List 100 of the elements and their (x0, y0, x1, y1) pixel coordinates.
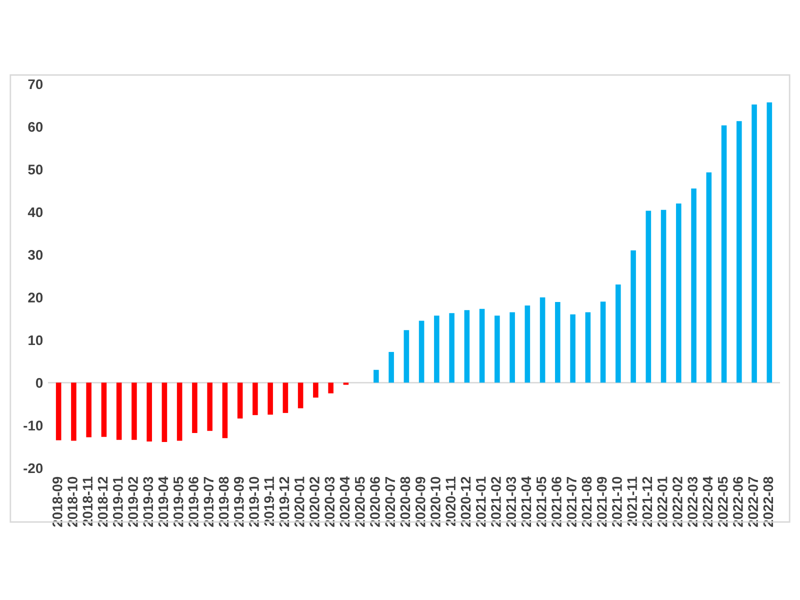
y-tick-label: -10 (24, 420, 43, 431)
bar (766, 102, 772, 383)
bar (752, 104, 757, 383)
bar (676, 203, 682, 383)
x-tick-label: 2019-10 (249, 476, 259, 527)
bar (116, 382, 122, 440)
y-tick-label: 0 (36, 378, 43, 388)
y-tick-label: 60 (28, 122, 43, 132)
x-tick-label: 2019-07 (204, 476, 214, 527)
x-tick-label: 2020-10 (430, 476, 440, 527)
x-tick-label: 2022-06 (733, 476, 743, 527)
x-tick-label: 2019-01 (112, 476, 123, 527)
bar (479, 308, 485, 383)
bar (570, 314, 576, 383)
x-tick-label: 2019-12 (279, 476, 290, 527)
bar (646, 210, 652, 383)
x-tick-label: 2018-12 (98, 476, 108, 527)
x-tick-label: 2021-03 (506, 476, 516, 527)
x-tick-label: 2020-02 (310, 476, 320, 527)
x-tick-label: 2022-08 (763, 476, 774, 527)
x-tick-label: 2020-05 (354, 476, 365, 527)
x-tick-label: 2019-04 (158, 476, 168, 527)
bar (374, 370, 379, 383)
x-tick-label: 2020-11 (446, 476, 456, 526)
x-tick-label: 2021-05 (536, 476, 546, 527)
y-tick-label: -20 (24, 463, 43, 474)
bar (237, 382, 243, 419)
bar (146, 382, 152, 442)
x-tick-label: 2021-02 (491, 476, 501, 527)
bar (222, 382, 228, 438)
bar (101, 382, 107, 437)
x-tick-label: 2020-04 (340, 476, 350, 527)
x-tick-label: 2019-05 (173, 476, 184, 527)
y-tick-label: 10 (28, 335, 43, 346)
bar (71, 382, 76, 441)
bar (282, 382, 288, 413)
bar (721, 125, 727, 383)
bar (56, 382, 62, 440)
x-tick-label: 2021-08 (582, 476, 592, 527)
bar (449, 313, 454, 383)
bar (86, 382, 92, 438)
x-tick-label: 2021-06 (552, 476, 562, 527)
x-tick-label: 2020-06 (370, 476, 380, 527)
x-tick-label: 2018-09 (52, 476, 62, 527)
bar (418, 320, 424, 383)
bar (298, 382, 304, 408)
bar (524, 305, 530, 383)
bar (176, 382, 182, 441)
bar (555, 302, 560, 383)
bar (252, 382, 258, 416)
bar (404, 330, 410, 383)
bar (388, 352, 394, 383)
x-tick-label: 2018-11 (82, 476, 93, 526)
bar (434, 316, 440, 383)
x-tick-label: 2019-06 (188, 476, 198, 527)
bar (600, 302, 606, 383)
x-tick-label: 2020-08 (400, 476, 410, 527)
x-tick-label: 2022-02 (672, 476, 682, 527)
y-tick-label: 50 (28, 164, 43, 175)
x-tick-label: 2020-07 (385, 476, 396, 527)
bar (313, 382, 318, 398)
bar (494, 316, 500, 383)
x-tick-label: 2021-10 (612, 476, 622, 527)
x-tick-label: 2019-09 (234, 476, 244, 527)
x-tick-label: 2021-01 (476, 476, 486, 527)
bar (464, 310, 470, 383)
x-tick-label: 2022-03 (688, 476, 698, 527)
x-tick-label: 2019-03 (143, 476, 154, 527)
x-tick-label: 2021-07 (566, 476, 577, 527)
x-tick-label: 2019-11 (264, 476, 274, 526)
x-tick-label: 2021-11 (627, 476, 638, 526)
x-tick-label: 2022-01 (657, 476, 668, 527)
x-tick-label: 2020-01 (294, 476, 304, 527)
bar (268, 382, 273, 415)
bar (691, 188, 696, 383)
bar (162, 382, 168, 442)
y-tick-label: 70 (28, 79, 43, 90)
bar (630, 250, 636, 383)
bar (192, 382, 198, 434)
bar (510, 312, 515, 383)
y-tick-label: 40 (28, 207, 43, 218)
bar (207, 382, 212, 431)
x-tick-label: 2022-04 (702, 476, 713, 527)
x-tick-label: 2021-04 (521, 476, 532, 527)
x-tick-label: 2020-03 (324, 476, 335, 527)
bar (706, 172, 712, 383)
x-tick-label: 2019-02 (128, 476, 138, 527)
bar (328, 382, 334, 394)
x-tick-label: 2022-05 (718, 476, 728, 527)
y-tick-label: 20 (28, 292, 43, 303)
x-tick-label: 2022-07 (748, 476, 758, 527)
x-tick-label: 2021-12 (642, 476, 652, 527)
bar (660, 210, 666, 383)
x-tick-label: 2020-12 (460, 476, 471, 527)
x-tick-label: 2019-08 (218, 476, 229, 527)
x-tick-label: 2018-10 (68, 476, 78, 527)
bar (540, 297, 546, 383)
x-tick-label: 2020-09 (415, 476, 426, 527)
x-tick-label: 2021-09 (596, 476, 607, 527)
bar (132, 382, 137, 440)
